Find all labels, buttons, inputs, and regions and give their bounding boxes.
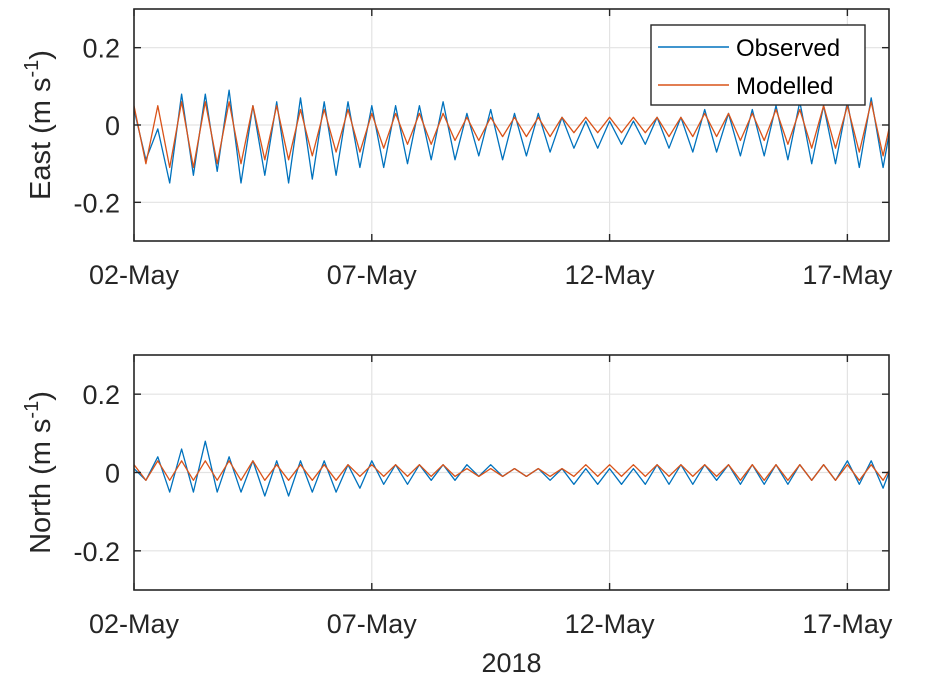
y-tick-label: 0.2 xyxy=(82,34,120,64)
y-axis-title-suffix: ) xyxy=(25,50,57,60)
y-axis-title-main: East (m s xyxy=(25,78,57,200)
series-line-modelled xyxy=(134,101,889,169)
x-tick-label: 12-May xyxy=(565,260,656,290)
north-velocity-panel: 02-May 07-May 12-May 17-May -0.2 0 0.2 North (m… xyxy=(21,354,893,678)
legend-label-modelled: Modelled xyxy=(736,73,833,100)
x-tick-label: 07-May xyxy=(327,260,418,290)
y-axis-title-main: North (m s xyxy=(25,419,57,554)
x-tick-label: 12-May xyxy=(565,609,656,639)
y-tick-label: 0 xyxy=(105,459,120,489)
y-tick-label: -0.2 xyxy=(73,188,120,218)
x-tick-label: 17-May xyxy=(802,609,893,639)
x-tick-label: 17-May xyxy=(802,260,893,290)
x-tick-label: 02-May xyxy=(89,260,180,290)
y-axis-title-suffix: ) xyxy=(25,391,57,401)
series-line-modelled xyxy=(134,460,889,481)
y-axis-title: North (m s-1) xyxy=(21,391,57,554)
y-tick-label: 0 xyxy=(105,111,120,141)
series-line-observed xyxy=(134,89,889,184)
legend: Observed Modelled xyxy=(650,24,866,106)
y-axis-title: East (m s-1) xyxy=(21,50,57,200)
x-tick-label: 02-May xyxy=(89,609,180,639)
x-tick-label: 07-May xyxy=(327,609,418,639)
legend-label-observed: Observed xyxy=(736,35,840,62)
legend-box xyxy=(650,24,866,106)
y-tick-label: 0.2 xyxy=(82,380,120,410)
y-axis-title-superscript: -1 xyxy=(21,401,43,419)
y-axis-title-superscript: -1 xyxy=(21,60,43,78)
y-tick-label: -0.2 xyxy=(73,537,120,567)
east-velocity-panel: 02-May 07-May 12-May 17-May -0.2 0 0.2 East (m … xyxy=(21,8,893,290)
x-axis-title: 2018 xyxy=(481,648,541,678)
